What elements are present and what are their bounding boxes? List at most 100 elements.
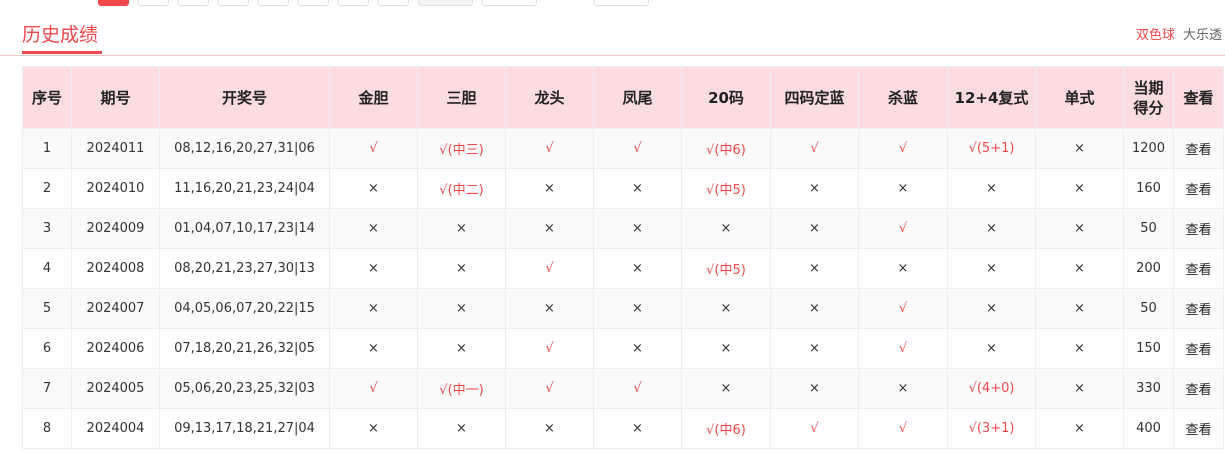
table-cell: 07,18,20,21,26,32|05 — [159, 328, 330, 369]
table-cell: √(5+1) — [947, 128, 1036, 169]
table-cell: √ — [858, 408, 948, 449]
page-button[interactable] — [138, 0, 169, 6]
table-cell: 2024007 — [71, 288, 160, 329]
table-cell: √ — [505, 248, 594, 289]
column-header: 金胆 — [329, 66, 418, 129]
table-cell: × — [417, 248, 506, 289]
table-cell: × — [770, 288, 859, 329]
table-cell: √ — [770, 408, 859, 449]
table-cell: 150 — [1123, 328, 1174, 369]
table-cell: × — [947, 248, 1036, 289]
page-button[interactable] — [378, 0, 409, 6]
view-link[interactable]: 查看 — [1173, 408, 1224, 449]
tab-shuangseqiu[interactable]: 双色球 — [1135, 28, 1175, 43]
table-cell: × — [947, 208, 1036, 249]
table-row: 8 2024004 09,13,17,18,21,27|04 × × × × √(中6) √ √ √… — [22, 408, 1224, 449]
view-link[interactable]: 查看 — [1173, 288, 1224, 329]
table-cell: 2024006 — [71, 328, 160, 369]
table-cell: 7 — [22, 368, 72, 409]
table-cell: 5 — [22, 288, 72, 329]
page-size-select[interactable] — [482, 0, 537, 6]
table-cell: √ — [329, 368, 418, 409]
table-cell: √(中二) — [417, 168, 506, 209]
table-cell: 08,20,21,23,27,30|13 — [159, 248, 330, 289]
table-cell: √ — [770, 128, 859, 169]
table-cell: 11,16,20,21,23,24|04 — [159, 168, 330, 209]
table-cell: 200 — [1123, 248, 1174, 289]
table-cell: 1200 — [1123, 128, 1174, 169]
column-header: 序号 — [22, 66, 72, 129]
page-next-button[interactable] — [418, 0, 473, 6]
table-cell: × — [1035, 128, 1124, 169]
table-cell: 2024009 — [71, 208, 160, 249]
table-cell: √(中三) — [417, 128, 506, 169]
page-button[interactable] — [298, 0, 329, 6]
table-cell: 6 — [22, 328, 72, 369]
column-header: 查看 — [1173, 66, 1224, 129]
table-cell: × — [1035, 368, 1124, 409]
table-row: 1 2024011 08,12,16,20,27,31|06 √ √(中三) √ √ √(中6… — [22, 128, 1224, 169]
table-cell: × — [505, 208, 594, 249]
view-link[interactable]: 查看 — [1173, 208, 1224, 249]
table-cell: × — [681, 288, 771, 329]
table-cell: √ — [858, 328, 948, 369]
table-cell: 400 — [1123, 408, 1174, 449]
column-header: 四码定蓝 — [770, 66, 859, 129]
table-cell: 04,05,06,07,20,22|15 — [159, 288, 330, 329]
table-row: 7 2024005 05,06,20,23,25,32|03 √ √(中一) √ √ × × × √… — [22, 368, 1224, 409]
table-cell: × — [329, 408, 418, 449]
table-cell: × — [681, 208, 771, 249]
table-cell: × — [1035, 248, 1124, 289]
column-header: 20码 — [681, 66, 771, 129]
column-header: 12+4复式 — [947, 66, 1036, 129]
page-button[interactable] — [258, 0, 289, 6]
table-cell: √(中6) — [681, 128, 771, 169]
table-cell: × — [329, 168, 418, 209]
table-cell: √ — [858, 288, 948, 329]
table-cell: × — [858, 248, 948, 289]
table-cell: × — [417, 408, 506, 449]
table-cell: √ — [593, 368, 682, 409]
table-cell: × — [593, 288, 682, 329]
view-link[interactable]: 查看 — [1173, 128, 1224, 169]
view-link[interactable]: 查看 — [1173, 248, 1224, 289]
view-link[interactable]: 查看 — [1173, 368, 1224, 409]
table-cell: 09,13,17,18,21,27|04 — [159, 408, 330, 449]
table-cell: 2024011 — [71, 128, 160, 169]
page-jump-input[interactable] — [594, 0, 649, 6]
table-cell: 2024008 — [71, 248, 160, 289]
table-row: 4 2024008 08,20,21,23,27,30|13 × × √ × √(中5) × × ×… — [22, 248, 1224, 289]
column-header: 期号 — [71, 66, 160, 129]
table-cell: × — [1035, 408, 1124, 449]
table-row: 3 2024009 01,04,07,10,17,23|14 × × × × × × √ × × 50 查… — [22, 208, 1224, 249]
tab-daletou[interactable]: 大乐透 — [1182, 28, 1222, 43]
table-cell: × — [1035, 168, 1124, 209]
lottery-tabs: 双色球 大乐透 — [1128, 24, 1222, 43]
table-cell: × — [681, 368, 771, 409]
table-cell: 50 — [1123, 288, 1174, 329]
table-cell: × — [329, 248, 418, 289]
table-cell: 05,06,20,23,25,32|03 — [159, 368, 330, 409]
page-button-active[interactable] — [98, 0, 129, 6]
table-cell: × — [593, 328, 682, 369]
table-cell: √ — [858, 128, 948, 169]
table-cell: × — [417, 288, 506, 329]
table-cell: 50 — [1123, 208, 1174, 249]
table-cell: × — [681, 328, 771, 369]
column-header: 开奖号 — [159, 66, 330, 129]
history-table: 序号 期号 开奖号 金胆 三胆 龙头 凤尾 20码 四码定蓝 杀蓝 12+4复式 单式 当期得分 查看 1… — [22, 66, 1224, 449]
view-link[interactable]: 查看 — [1173, 168, 1224, 209]
page-button[interactable] — [338, 0, 369, 6]
table-cell: × — [947, 328, 1036, 369]
page-button[interactable] — [218, 0, 249, 6]
column-header: 杀蓝 — [858, 66, 948, 129]
page-button[interactable] — [178, 0, 209, 6]
table-cell: × — [770, 328, 859, 369]
table-cell: √(4+0) — [947, 368, 1036, 409]
table-cell: √ — [505, 128, 594, 169]
table-cell: √ — [329, 128, 418, 169]
table-cell: 01,04,07,10,17,23|14 — [159, 208, 330, 249]
table-cell: × — [593, 168, 682, 209]
table-cell: 2 — [22, 168, 72, 209]
view-link[interactable]: 查看 — [1173, 328, 1224, 369]
